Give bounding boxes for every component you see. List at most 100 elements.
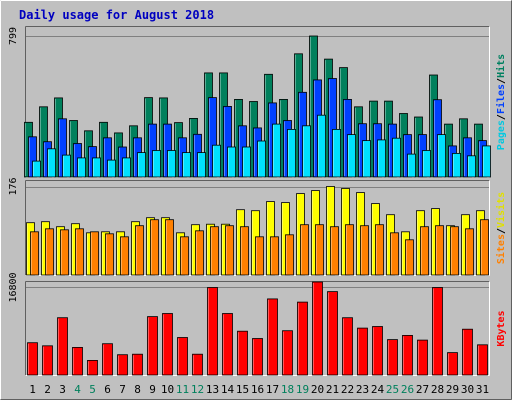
pages-bar-day-7 <box>122 157 131 178</box>
kbytes-bar-day-11 <box>177 337 188 376</box>
kbytes-bar-day-10 <box>162 313 173 376</box>
kbytes-bar-day-14 <box>222 313 233 376</box>
x-tick-label: 7 <box>119 383 126 396</box>
pages-bar-day-25 <box>392 137 401 178</box>
sites-bar-day-2 <box>45 228 54 276</box>
kbytes-bar-day-12 <box>192 353 203 376</box>
pages-bar-day-19 <box>302 125 311 178</box>
kbytes-bar-day-3 <box>57 317 68 376</box>
pages-bar-day-11 <box>182 152 191 178</box>
x-tick-label: 12 <box>191 383 204 396</box>
legend-separator: / <box>496 228 507 234</box>
kbytes-bar-day-2 <box>42 345 53 376</box>
sites-bar-day-24 <box>375 224 384 276</box>
pages-bar-day-12 <box>197 152 206 178</box>
sites-bar-day-28 <box>435 225 444 276</box>
sites-bar-day-8 <box>135 225 144 276</box>
sites-bar-day-27 <box>420 226 429 276</box>
chart-panels: 799Pages/Files/Hits176Sites/Visits16800K… <box>8 26 507 376</box>
pages-bar-day-23 <box>362 140 371 178</box>
sites-bar-day-19 <box>300 224 309 276</box>
x-tick-label: 16 <box>251 383 264 396</box>
pages-bar-day-2 <box>47 148 56 178</box>
series-legend-label: Sites/Visits <box>495 192 507 264</box>
pages-bar-day-6 <box>107 159 116 178</box>
kbytes-bar-day-29 <box>447 352 458 376</box>
x-tick-label: 18 <box>281 383 294 396</box>
kbytes-bar-day-23 <box>357 327 368 376</box>
kbytes-bar-day-20 <box>312 281 323 376</box>
pages-bar-day-22 <box>347 134 356 178</box>
x-tick-label: 24 <box>371 383 385 396</box>
x-axis: 1 2 3 4 5 6 7 8 9 10 11 12 13 14 15 16 17 18 19 20 21 22 23 24 2… <box>29 383 489 396</box>
kbytes-bar-day-13 <box>207 287 218 376</box>
kbytes-bar-day-30 <box>462 328 473 376</box>
sites-bar-day-11 <box>180 236 189 276</box>
x-tick-label: 19 <box>296 383 309 396</box>
sites-bar-day-6 <box>105 233 114 276</box>
x-tick-label: 23 <box>356 383 369 396</box>
pages-bar-day-28 <box>437 134 446 178</box>
kbytes-bar-day-16 <box>252 338 263 376</box>
x-tick-label: 22 <box>341 383 354 396</box>
pages-bar-day-4 <box>77 157 86 178</box>
x-tick-label: 17 <box>266 383 279 396</box>
pages-bar-day-8 <box>137 152 146 178</box>
sites-bar-day-15 <box>240 226 249 276</box>
x-tick-label: 15 <box>236 383 249 396</box>
series-sites <box>30 219 489 276</box>
sites-bar-day-20 <box>315 224 324 276</box>
sites-bar-day-10 <box>165 219 174 276</box>
x-tick-label: 25 <box>386 383 399 396</box>
pages-bar-day-18 <box>287 128 296 178</box>
pages-bar-day-14 <box>227 146 236 178</box>
sites-bar-day-29 <box>450 226 459 276</box>
pages-bar-day-30 <box>467 155 476 178</box>
pages-bar-day-26 <box>407 153 416 178</box>
legend-separator: / <box>496 114 507 120</box>
pages-bar-day-29 <box>452 152 461 178</box>
kbytes-bar-day-4 <box>72 346 83 376</box>
kbytes-bar-day-7 <box>117 354 128 376</box>
series-kbytes <box>27 281 488 376</box>
sites-bar-day-12 <box>195 230 204 276</box>
x-tick-label: 28 <box>431 383 444 396</box>
sites-bar-day-16 <box>255 236 264 276</box>
sites-bar-day-14 <box>225 225 234 276</box>
pages-bar-day-27 <box>422 150 431 178</box>
sites-bar-day-5 <box>90 231 99 276</box>
kbytes-bar-day-22 <box>342 317 353 376</box>
kbytes-bar-day-26 <box>402 334 413 376</box>
sites-bar-day-26 <box>405 239 414 276</box>
sites-bar-day-23 <box>360 225 369 276</box>
pages-bar-day-17 <box>272 123 281 178</box>
x-tick-label: 5 <box>89 383 96 396</box>
sites-bar-day-30 <box>465 228 474 276</box>
legend-pages: Pages <box>496 120 507 150</box>
x-tick-label: 26 <box>401 383 414 396</box>
sites-bar-day-18 <box>285 234 294 276</box>
series-pages <box>32 114 491 178</box>
kbytes-bar-day-31 <box>477 344 488 376</box>
legend-separator: / <box>496 78 507 84</box>
x-tick-label: 8 <box>134 383 141 396</box>
kbytes-bar-day-21 <box>327 291 338 376</box>
series-legend-label: KBytes <box>496 310 507 346</box>
x-tick-label: 6 <box>104 383 111 396</box>
sites-bar-day-13 <box>210 226 219 276</box>
pages-bar-day-1 <box>32 160 41 178</box>
x-tick-label: 10 <box>161 383 174 396</box>
x-tick-label: 27 <box>416 383 429 396</box>
y-tick-label: 176 <box>8 177 19 195</box>
kbytes-bar-day-19 <box>297 301 308 376</box>
pages-bar-day-16 <box>257 140 266 178</box>
x-tick-label: 31 <box>476 383 489 396</box>
kbytes-bar-day-6 <box>102 343 113 376</box>
pages-bar-day-9 <box>152 150 161 178</box>
sites-bar-day-4 <box>75 228 84 276</box>
x-tick-label: 9 <box>149 383 156 396</box>
legend-files: Files <box>495 84 507 114</box>
x-tick-label: 1 <box>29 383 36 396</box>
kbytes-bar-day-17 <box>267 298 278 376</box>
kbytes-bar-day-28 <box>432 287 443 376</box>
